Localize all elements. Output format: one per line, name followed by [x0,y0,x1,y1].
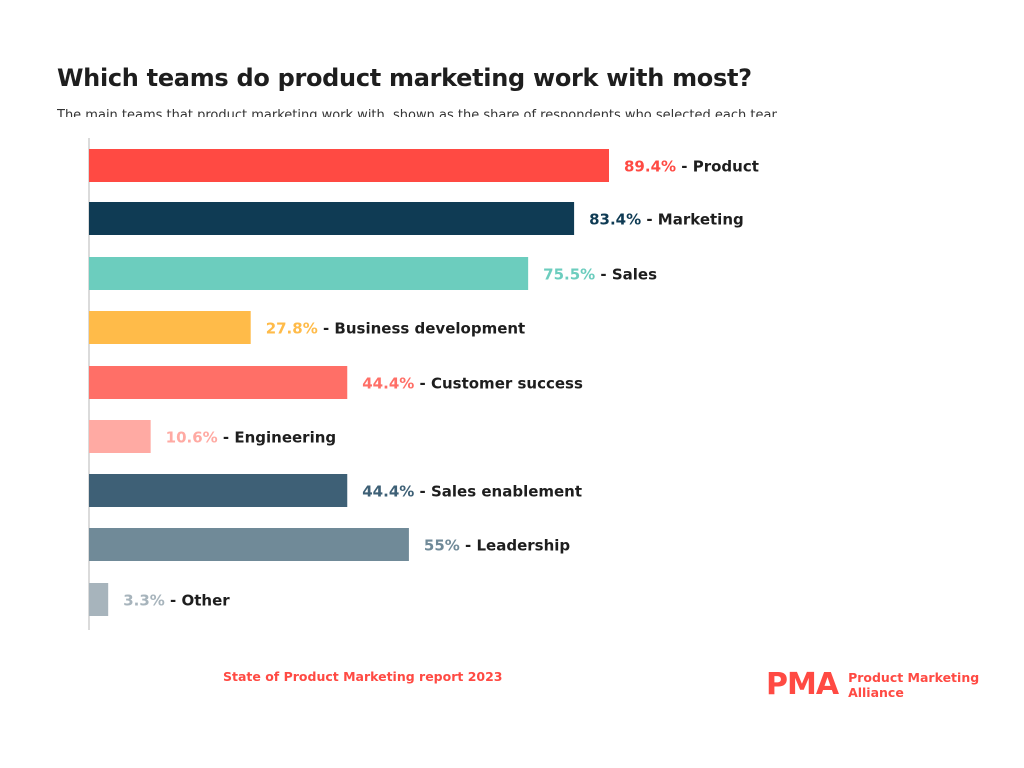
bar-marketing [89,202,575,235]
logo-name-line1: Product Marketing [848,670,980,685]
bar-sales-enablement [89,474,348,507]
category-label: - Business development [318,320,525,338]
bar-sales [89,257,529,290]
bar-other [89,583,109,616]
logo-name-line2: Alliance [848,685,904,700]
value-label: 10.6% [166,429,218,447]
chart-subtitle-clip: The main teams that product marketing wo… [57,108,777,117]
value-label: 3.3% [123,592,165,610]
category-label: - Leadership [460,537,571,555]
bar-label-leadership: 55% - Leadership [424,537,570,555]
chart-subtitle: The main teams that product marketing wo… [57,108,777,117]
bar-business-development [89,311,251,344]
category-label: - Sales [595,266,657,284]
value-label: 75.5% [543,266,595,284]
value-label: 55% [424,537,460,555]
category-label: - Engineering [218,429,336,447]
pma-logo: PMA Product Marketing Alliance [766,668,979,702]
category-label: - Product [676,158,759,176]
bar-label-product: 89.4% - Product [624,158,759,176]
category-label: - Customer success [414,375,583,393]
bar-customer-success [89,366,348,399]
bar-label-other: 3.3% - Other [123,592,230,610]
value-label: 44.4% [362,375,414,393]
bar-label-business-development: 27.8% - Business development [266,320,526,338]
chart-title: Which teams do product marketing work wi… [57,64,752,92]
bar-label-engineering: 10.6% - Engineering [166,429,337,447]
category-label: - Other [165,592,230,610]
value-label: 27.8% [266,320,318,338]
bar-leadership [89,528,409,561]
logo-name: Product Marketing Alliance [848,670,979,700]
bar-label-sales: 75.5% - Sales [543,266,657,284]
value-label: 83.4% [589,211,641,229]
logo-mark: PMA [766,667,839,702]
bar-label-customer-success: 44.4% - Customer success [362,375,583,393]
bar-engineering [89,420,151,453]
bar-label-sales-enablement: 44.4% - Sales enablement [362,483,582,501]
bar-product [89,149,609,182]
value-label: 44.4% [362,483,414,501]
source-label: State of Product Marketing report 2023 [223,669,503,684]
category-label: - Sales enablement [414,483,582,501]
category-label: - Marketing [641,211,744,229]
value-label: 89.4% [624,158,676,176]
bar-label-marketing: 83.4% - Marketing [589,211,744,229]
